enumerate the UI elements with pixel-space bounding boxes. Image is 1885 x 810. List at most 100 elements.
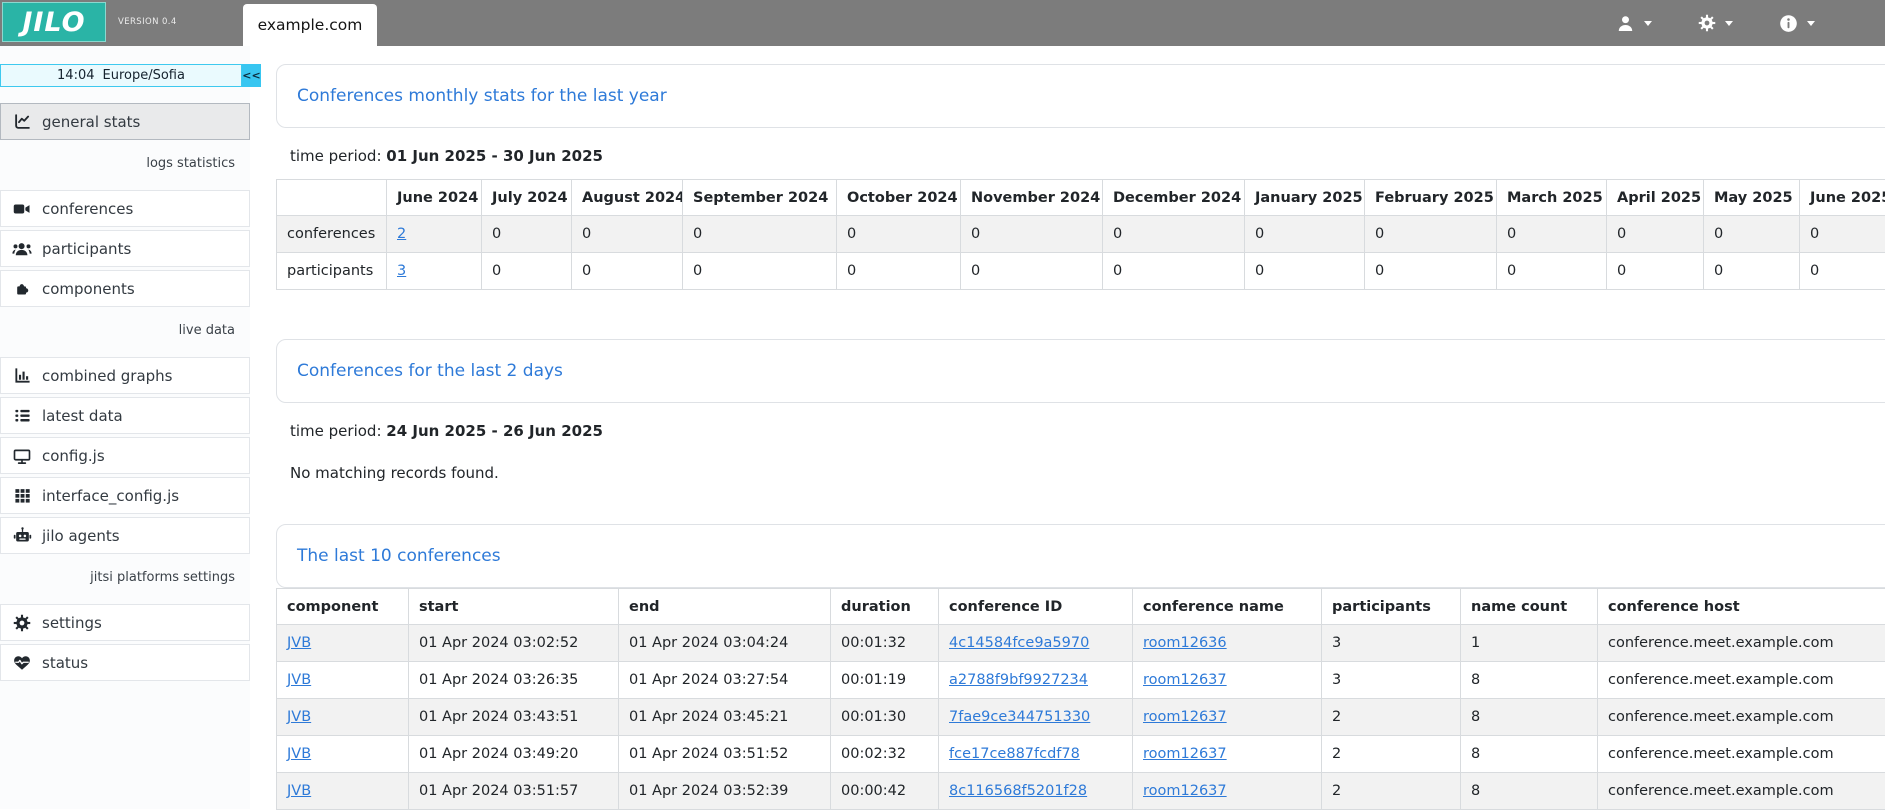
table-link[interactable]: 4c14584fce9a5970 [949, 635, 1089, 651]
sidebar-item-status[interactable]: status [0, 644, 250, 681]
table-cell: 0 [683, 253, 837, 290]
table-cell: 8 [1461, 662, 1598, 699]
column-header: May 2025 [1704, 180, 1800, 216]
sidebar-item-interface-config-js[interactable]: interface_config.js [0, 477, 250, 514]
sidebar-item-label: interface_config.js [42, 487, 179, 505]
table-link[interactable]: room12636 [1143, 635, 1227, 651]
column-header: participants [1322, 589, 1461, 625]
table-link[interactable]: room12637 [1143, 783, 1227, 799]
table-cell: JVB [277, 625, 409, 662]
table-cell: 0 [961, 216, 1103, 253]
table-link[interactable]: JVB [287, 635, 311, 651]
column-header: conference name [1133, 589, 1322, 625]
monthly-time-period: time period: 01 Jun 2025 - 30 Jun 2025 [290, 147, 1885, 165]
sidebar-item-latest-data[interactable]: latest data [0, 397, 250, 434]
table-cell: JVB [277, 662, 409, 699]
table-link[interactable]: JVB [287, 746, 311, 762]
chart-column-icon [12, 367, 32, 384]
table-cell: 0 [961, 253, 1103, 290]
grid-icon [12, 487, 32, 504]
column-header: August 2024 [572, 180, 683, 216]
no-records-message: No matching records found. [290, 464, 1885, 482]
card-title: Conferences for the last 2 days [297, 361, 563, 381]
section-label-live-data: live data [0, 323, 250, 341]
column-header: June 2024 [387, 180, 482, 216]
table-cell: 0 [1607, 253, 1704, 290]
table-link[interactable]: 8c116568f5201f28 [949, 783, 1087, 799]
sidebar-item-settings[interactable]: settings [0, 604, 250, 641]
caret-down-icon [1807, 21, 1815, 26]
sidebar-item-conferences[interactable]: conferences [0, 190, 250, 227]
table-cell: 01 Apr 2024 03:26:35 [409, 662, 619, 699]
table-cell: 8 [1461, 736, 1598, 773]
table-link[interactable]: JVB [287, 672, 311, 688]
column-header: July 2024 [482, 180, 572, 216]
table-link[interactable]: room12637 [1143, 709, 1227, 725]
table-cell: 0 [1607, 216, 1704, 253]
tab-platform[interactable]: example.com [243, 4, 377, 46]
sidebar-item-label: participants [42, 240, 131, 258]
table-link[interactable]: room12637 [1143, 672, 1227, 688]
table-link[interactable]: JVB [287, 783, 311, 799]
sidebar-item-general-stats[interactable]: general stats [0, 103, 250, 140]
table-cell: 0 [1245, 216, 1365, 253]
table-cell: 3 [1322, 662, 1461, 699]
table-link[interactable]: fce17ce887fcdf78 [949, 746, 1080, 762]
table-cell: 0 [1245, 253, 1365, 290]
table-link[interactable]: 2 [397, 226, 406, 242]
app-logo[interactable]: JILO [2, 2, 106, 42]
time-bar: 14:04 Europe/Sofia << [0, 64, 261, 87]
sidebar-item-label: components [42, 280, 135, 298]
sidebar-item-combined-graphs[interactable]: combined graphs [0, 357, 250, 394]
table-cell: 00:00:42 [831, 773, 939, 810]
time-period-value: 01 Jun 2025 - 30 Jun 2025 [386, 147, 603, 165]
table-cell: JVB [277, 699, 409, 736]
table-cell: 8 [1461, 699, 1598, 736]
sidebar-item-config-js[interactable]: config.js [0, 437, 250, 474]
section-label-logs-statistics: logs statistics [0, 156, 250, 174]
sidebar-item-participants[interactable]: participants [0, 230, 250, 267]
caret-down-icon [1644, 21, 1652, 26]
column-header: February 2025 [1365, 180, 1497, 216]
table-link[interactable]: 7fae9ce344751330 [949, 709, 1090, 725]
table-cell: 0 [837, 253, 961, 290]
sidebar-collapse-button[interactable]: << [242, 64, 261, 87]
table-link[interactable]: a2788f9bf9927234 [949, 672, 1088, 688]
sidebar-item-jilo-agents[interactable]: jilo agents [0, 517, 250, 554]
version-label: VERSION 0.4 [118, 17, 177, 27]
column-header: April 2025 [1607, 180, 1704, 216]
time-period-label: time period: [290, 147, 382, 165]
table-cell: 01 Apr 2024 03:51:52 [619, 736, 831, 773]
table-cell: 0 [1497, 216, 1607, 253]
puzzle-icon [12, 280, 32, 297]
gear-menu[interactable] [1698, 14, 1733, 32]
table-link[interactable]: 3 [397, 263, 406, 279]
top-bar: JILO VERSION 0.4 example.com [0, 0, 1885, 46]
column-header: March 2025 [1497, 180, 1607, 216]
table-cell: JVB [277, 736, 409, 773]
robot-icon [12, 526, 32, 545]
column-header: name count [1461, 589, 1598, 625]
user-menu[interactable] [1616, 14, 1652, 33]
sidebar-item-label: jilo agents [42, 527, 120, 545]
column-header: component [277, 589, 409, 625]
sidebar-item-components[interactable]: components [0, 270, 250, 307]
table-link[interactable]: JVB [287, 709, 311, 725]
chart-line-icon [12, 113, 32, 130]
table-cell: conference.meet.example.com [1598, 736, 1885, 773]
table-cell: 0 [1704, 253, 1800, 290]
info-circle-menu[interactable] [1779, 14, 1815, 33]
table-cell: 0 [1103, 216, 1245, 253]
table-cell: 0 [1497, 253, 1607, 290]
table-cell: 0 [1800, 253, 1885, 290]
sidebar-item-label: combined graphs [42, 367, 172, 385]
table-cell: 2 [1322, 736, 1461, 773]
video-icon [12, 200, 32, 218]
table-cell: fce17ce887fcdf78 [939, 736, 1133, 773]
table-link[interactable]: room12637 [1143, 746, 1227, 762]
main-content: Conferences monthly stats for the last y… [276, 46, 1885, 810]
table-cell: 4c14584fce9a5970 [939, 625, 1133, 662]
